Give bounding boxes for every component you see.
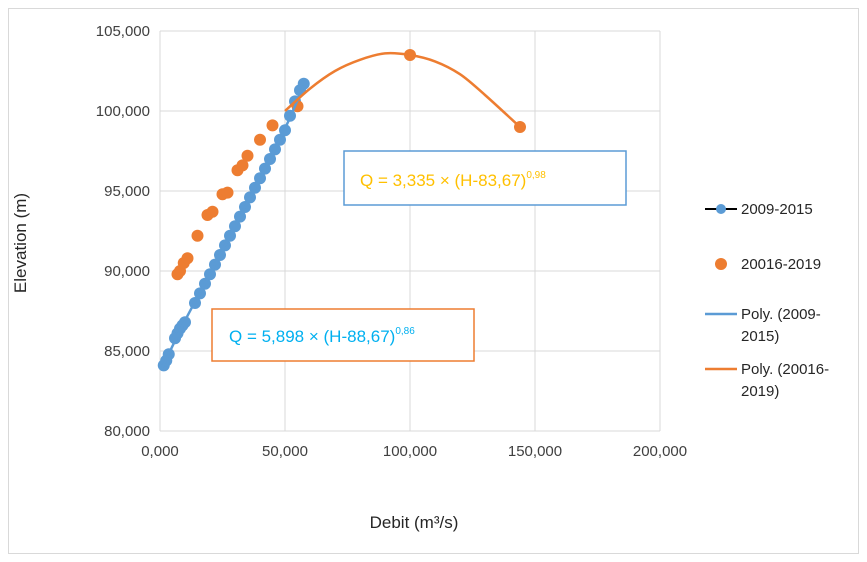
y-tick-label: 85,000 [104, 343, 150, 360]
legend-label-line-2: 2019) [741, 383, 779, 400]
data-point [181, 252, 194, 265]
legend-label-line-1: Poly. (20016- [741, 361, 829, 378]
legend-label: 20016-2019 [741, 256, 821, 273]
x-tick-label: 100,000 [383, 443, 437, 460]
y-axis-title: Elevation (m) [11, 193, 30, 293]
y-tick-label: 90,000 [104, 263, 150, 280]
svg-text:Poly. (20016- 2019): Poly. (20016- 2019) [741, 361, 833, 400]
x-tick-label: 0,000 [141, 443, 179, 460]
legend-item-2016-2019: 20016-2019 [715, 256, 821, 273]
tick-labels: 80,000 85,000 90,000 95,000 100,000 105,000 0,… [96, 23, 687, 460]
chart-area [8, 8, 859, 554]
trendline-poly-2009-2015- [161, 84, 305, 368]
y-tick-label: 95,000 [104, 183, 150, 200]
equation-box-2009-2015: Q = 5,898 × (H-88,67)0,86 [211, 308, 475, 362]
data-point [221, 186, 234, 199]
y-tick-label: 100,000 [96, 103, 150, 120]
x-tick-label: 200,000 [633, 443, 687, 460]
data-point [297, 77, 310, 90]
data-point [191, 229, 204, 242]
data-point [266, 119, 279, 132]
legend-item-2009-2015: 2009-2015 [705, 201, 813, 218]
x-tick-label: 150,000 [508, 443, 562, 460]
equation-text: Q = 5,898 × (H-88,67) [229, 327, 395, 346]
legend-label-line-2: 2015) [741, 328, 779, 345]
legend-item-poly-2009-2015: Poly. (2009- 2015) [705, 306, 825, 345]
svg-text:Poly. (2009- 2015): Poly. (2009- 2015) [741, 306, 825, 345]
svg-text:Q = 5,898 × (H-88,67)0,86: Q = 5,898 × (H-88,67)0,86 [229, 326, 415, 346]
plot-series [157, 49, 526, 372]
equation-exponent: 0,86 [395, 326, 415, 337]
data-point [254, 133, 266, 146]
legend: 2009-2015 20016-2019 Poly. (2009- 2015) … [705, 201, 833, 400]
svg-text:Q = 3,335 × (H-83,67)0,98: Q = 3,335 × (H-83,67)0,98 [360, 170, 546, 190]
equation-exponent: 0,98 [526, 170, 546, 181]
legend-label: 2009-2015 [741, 201, 813, 218]
equation-text: Q = 3,335 × (H-83,67) [360, 171, 526, 190]
x-tick-label: 50,000 [262, 443, 308, 460]
y-tick-label: 80,000 [104, 423, 150, 440]
data-point [241, 149, 254, 162]
equation-box-2016-2019: Q = 3,335 × (H-83,67)0,98 [343, 150, 627, 206]
data-point [236, 159, 249, 172]
x-axis-title: Debit (m³/s) [370, 513, 459, 532]
trendline-poly-20016-2019- [284, 51, 521, 128]
y-tick-label: 105,000 [96, 23, 150, 40]
legend-label-line-1: Poly. (2009- [741, 306, 821, 323]
legend-item-poly-2016-2019: Poly. (20016- 2019) [705, 361, 833, 400]
series-20016-2019 [171, 49, 526, 281]
data-point [206, 205, 219, 218]
